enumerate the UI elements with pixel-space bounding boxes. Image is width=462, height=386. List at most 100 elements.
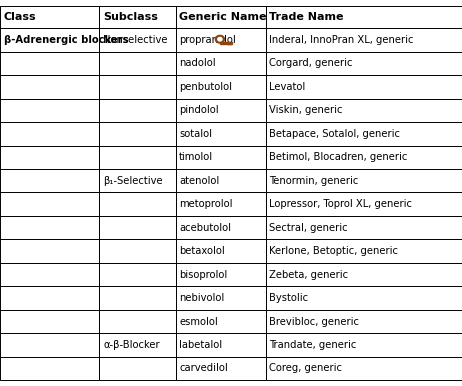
Text: acebutolol: acebutolol (179, 223, 231, 233)
Bar (176, 286, 266, 310)
Bar (266, 357, 462, 380)
Bar (0, 333, 99, 357)
Bar (227, 42, 229, 44)
Text: bisoprolol: bisoprolol (179, 269, 227, 279)
Text: Generic Name: Generic Name (179, 12, 267, 22)
Bar (176, 357, 266, 380)
Bar (99, 357, 176, 380)
Text: Viskin, generic: Viskin, generic (269, 105, 343, 115)
Bar (99, 52, 176, 75)
Bar (266, 52, 462, 75)
Bar (176, 98, 266, 122)
Text: nebivolol: nebivolol (179, 293, 225, 303)
Bar (266, 28, 462, 52)
Bar (99, 98, 176, 122)
Bar (176, 263, 266, 286)
Bar (99, 263, 176, 286)
Bar (99, 310, 176, 333)
Circle shape (215, 36, 225, 43)
Bar (176, 6, 266, 28)
Bar (266, 75, 462, 98)
Bar (176, 146, 266, 169)
Text: Betimol, Blocadren, generic: Betimol, Blocadren, generic (269, 152, 408, 162)
Text: α-β-Blocker: α-β-Blocker (103, 340, 160, 350)
Bar (99, 146, 176, 169)
Bar (0, 216, 99, 239)
Bar (0, 357, 99, 380)
Text: β-Adrenergic blockers: β-Adrenergic blockers (4, 35, 128, 45)
Bar (0, 239, 99, 263)
Bar (0, 98, 99, 122)
Bar (99, 169, 176, 193)
Bar (266, 286, 462, 310)
Bar (266, 169, 462, 193)
Text: betaxolol: betaxolol (179, 246, 225, 256)
Text: Lopressor, Toprol XL, generic: Lopressor, Toprol XL, generic (269, 199, 413, 209)
Text: Subclass: Subclass (103, 12, 158, 22)
Bar (266, 310, 462, 333)
Bar (266, 333, 462, 357)
Text: pindolol: pindolol (179, 105, 219, 115)
Bar (99, 28, 176, 52)
Bar (266, 6, 462, 28)
Text: Tenormin, generic: Tenormin, generic (269, 176, 359, 186)
Bar (0, 28, 99, 52)
Text: atenolol: atenolol (179, 176, 219, 186)
Bar (230, 42, 231, 44)
Bar (176, 193, 266, 216)
Text: Inderal, InnoPran XL, generic: Inderal, InnoPran XL, generic (269, 35, 414, 45)
Bar (99, 75, 176, 98)
Text: carvedilol: carvedilol (179, 364, 228, 374)
Bar (220, 42, 231, 44)
Bar (0, 75, 99, 98)
Bar (99, 122, 176, 146)
Bar (176, 310, 266, 333)
Bar (176, 75, 266, 98)
Text: propranolol: propranolol (179, 35, 236, 45)
Bar (266, 216, 462, 239)
Bar (266, 193, 462, 216)
Bar (266, 263, 462, 286)
Text: Zebeta, generic: Zebeta, generic (269, 269, 348, 279)
Text: metoprolol: metoprolol (179, 199, 233, 209)
Bar (0, 263, 99, 286)
Text: Brevibloc, generic: Brevibloc, generic (269, 317, 359, 327)
Bar (176, 333, 266, 357)
Text: sotalol: sotalol (179, 129, 212, 139)
Bar (266, 239, 462, 263)
Bar (176, 28, 266, 52)
Bar (0, 146, 99, 169)
Text: Levatol: Levatol (269, 82, 305, 92)
Bar (176, 52, 266, 75)
Text: Trade Name: Trade Name (269, 12, 344, 22)
Bar (0, 52, 99, 75)
Bar (0, 286, 99, 310)
Text: timolol: timolol (179, 152, 213, 162)
Circle shape (218, 37, 222, 41)
Bar (99, 193, 176, 216)
Text: Coreg, generic: Coreg, generic (269, 364, 342, 374)
Text: esmolol: esmolol (179, 317, 218, 327)
Bar (0, 310, 99, 333)
Text: nadolol: nadolol (179, 58, 216, 68)
Bar (176, 216, 266, 239)
Bar (266, 146, 462, 169)
Text: Bystolic: Bystolic (269, 293, 309, 303)
Text: penbutolol: penbutolol (179, 82, 232, 92)
Text: β₁-Selective: β₁-Selective (103, 176, 163, 186)
Text: labetalol: labetalol (179, 340, 222, 350)
Bar (0, 169, 99, 193)
Bar (176, 169, 266, 193)
Bar (266, 122, 462, 146)
Bar (99, 216, 176, 239)
Text: Trandate, generic: Trandate, generic (269, 340, 357, 350)
Bar (0, 193, 99, 216)
Text: Nonselective: Nonselective (103, 35, 168, 45)
Text: Kerlone, Betoptic, generic: Kerlone, Betoptic, generic (269, 246, 398, 256)
Bar (99, 286, 176, 310)
Bar (99, 6, 176, 28)
Bar (99, 333, 176, 357)
Bar (99, 239, 176, 263)
Bar (176, 239, 266, 263)
Text: Betapace, Sotalol, generic: Betapace, Sotalol, generic (269, 129, 401, 139)
